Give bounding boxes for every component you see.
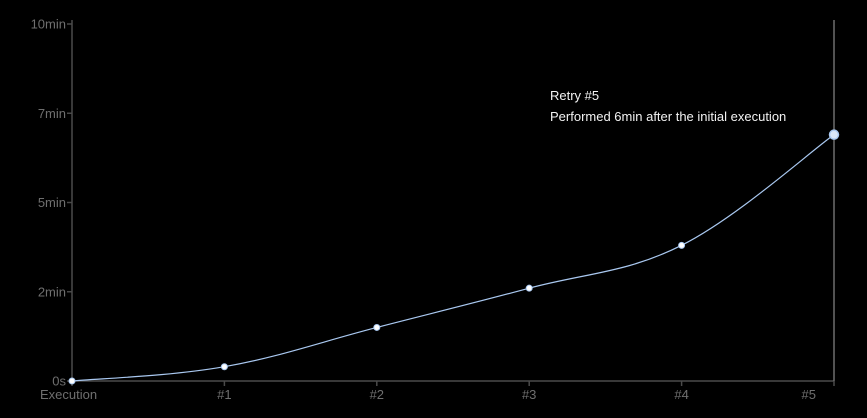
x-tick-label: Execution bbox=[40, 387, 97, 402]
x-tick-label: #5 bbox=[802, 387, 816, 402]
x-tick-label: #3 bbox=[522, 387, 536, 402]
data-point bbox=[220, 363, 228, 371]
data-point bbox=[68, 377, 76, 385]
data-points bbox=[68, 129, 840, 385]
tooltip-title: Retry #5 bbox=[550, 88, 599, 103]
y-tick-label: 2min bbox=[38, 284, 66, 299]
data-point bbox=[373, 323, 381, 331]
y-tick-label: 10min bbox=[31, 17, 66, 32]
x-axis-ticks: Execution #1 #2 #3 #4 #5 bbox=[40, 381, 835, 402]
data-point bbox=[678, 241, 686, 249]
y-tick-label: 5min bbox=[38, 195, 66, 210]
data-point bbox=[525, 284, 533, 292]
x-tick-label: #2 bbox=[370, 387, 384, 402]
y-tick-label: 7min bbox=[38, 106, 66, 121]
x-tick-label: #4 bbox=[674, 387, 688, 402]
y-axis-ticks: 0s 2min 5min 7min 10min bbox=[31, 17, 72, 389]
y-tick-label: 0s bbox=[52, 374, 66, 389]
retry-time-line bbox=[71, 134, 835, 382]
x-tick-label: #1 bbox=[217, 387, 231, 402]
hover-tooltip: Retry #5 Performed 6min after the initia… bbox=[550, 88, 786, 124]
tooltip-subtitle: Performed 6min after the initial executi… bbox=[550, 109, 786, 124]
chart-axes bbox=[71, 20, 834, 382]
highlighted-data-point bbox=[828, 129, 840, 140]
